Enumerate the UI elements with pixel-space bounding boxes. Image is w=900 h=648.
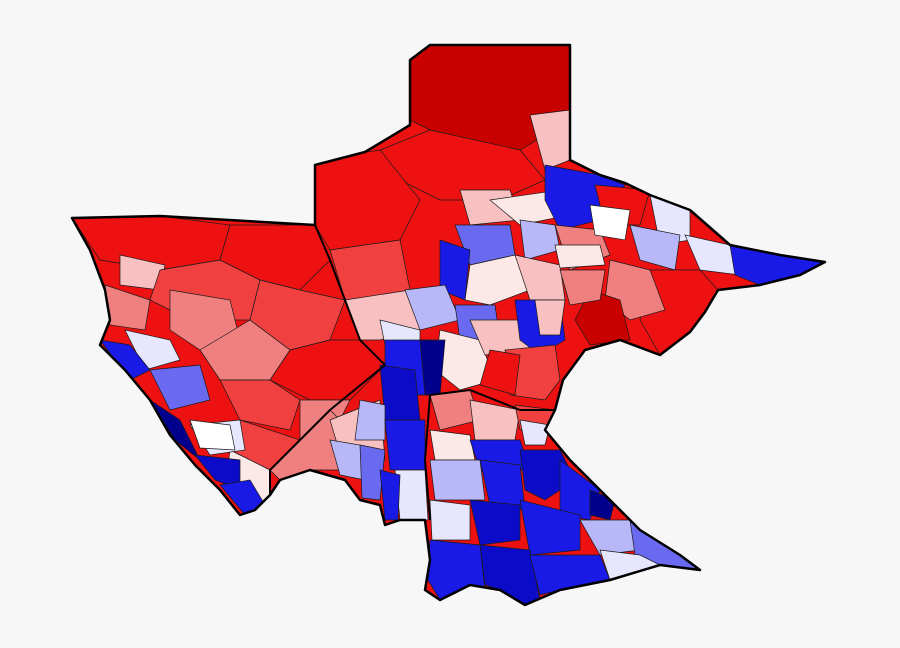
- precinct-medium-blue: [379, 364, 421, 421]
- precinct-blue: [519, 499, 581, 556]
- precinct-very-pale-red: [429, 429, 476, 461]
- precinct-medium-blue: [479, 544, 541, 605]
- precinct-light-blue: [149, 364, 211, 411]
- precinct-medium-blue: [469, 499, 521, 546]
- precinct-blue: [439, 239, 471, 301]
- precinct-white: [589, 204, 631, 241]
- precinct-white: [189, 419, 236, 451]
- district-border: [269, 364, 386, 495]
- precinct-light-blue: [359, 444, 386, 501]
- precinct-blue: [384, 419, 426, 471]
- precinct-very-pale-red: [554, 244, 606, 269]
- precinct-pale-blue: [354, 399, 386, 441]
- precinct-very-pale-blue: [429, 499, 471, 541]
- precinct-light-red: [559, 269, 606, 306]
- precinct-pale-blue: [429, 459, 486, 501]
- precinct-medium-red: [219, 379, 301, 431]
- district-border: [429, 388, 555, 411]
- district-border: [314, 224, 386, 366]
- precinct-blue: [729, 244, 825, 286]
- precinct-red: [269, 339, 386, 401]
- district-border: [423, 394, 431, 521]
- precinct-very-pale-blue: [519, 419, 551, 446]
- precinct-pale-red: [534, 299, 566, 336]
- precinct-red: [479, 349, 521, 396]
